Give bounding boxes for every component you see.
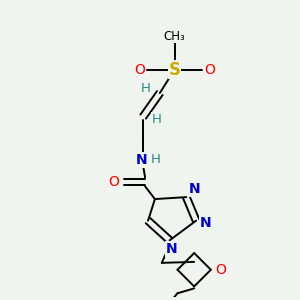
Text: O: O: [134, 62, 145, 76]
Text: O: O: [108, 176, 119, 189]
Text: H: H: [141, 82, 151, 95]
Text: H: H: [151, 153, 161, 166]
Text: O: O: [204, 62, 215, 76]
Text: N: N: [135, 153, 147, 167]
Text: CH₃: CH₃: [164, 30, 185, 43]
Text: N: N: [188, 182, 200, 196]
Text: H: H: [152, 113, 162, 126]
Text: N: N: [166, 242, 177, 256]
Text: N: N: [200, 216, 212, 230]
Text: O: O: [215, 263, 226, 277]
Text: S: S: [169, 61, 181, 79]
